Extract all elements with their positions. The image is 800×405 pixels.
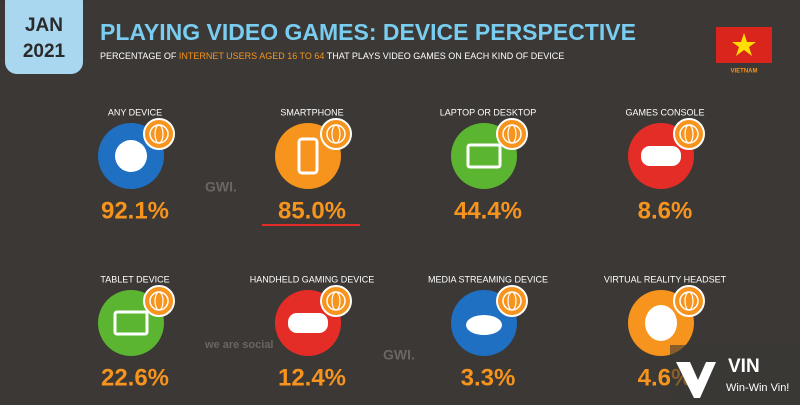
globe-meridian (684, 291, 694, 311)
watermark: GWI. (383, 347, 415, 363)
item-label: VIRTUAL REALITY HEADSET (604, 274, 727, 284)
item-label: TABLET DEVICE (100, 274, 169, 284)
icon-glyph (466, 315, 502, 335)
item-value: 8.6% (638, 197, 693, 224)
globe-meridian (507, 124, 517, 144)
item-label: MEDIA STREAMING DEVICE (428, 274, 548, 284)
item-label: HANDHELD GAMING DEVICE (250, 274, 375, 284)
icon-glyph (297, 137, 319, 175)
slogan: Win-Win Vin! (726, 382, 789, 394)
year: 2021 (23, 41, 66, 62)
globe-badge (496, 285, 528, 317)
month: JAN (25, 15, 63, 36)
icon-glyph (288, 313, 328, 333)
item-label: ANY DEVICE (108, 107, 162, 117)
globe-badge (320, 118, 352, 150)
flag-star (732, 33, 756, 56)
title: PLAYING VIDEO GAMES: DEVICE PERSPECTIVE (100, 19, 636, 45)
icon-glyph (113, 310, 149, 336)
subtitle: PERCENTAGE OF INTERNET USERS AGED 16 TO … (100, 51, 564, 61)
icon-glyph (645, 305, 677, 341)
globe-badge (320, 285, 352, 317)
watermark: GWI. (205, 179, 237, 195)
globe-meridian (154, 291, 164, 311)
globe-meridian (507, 291, 517, 311)
item-value: 22.6% (101, 364, 169, 391)
date-box (5, 0, 83, 74)
highlight-underline (262, 224, 360, 226)
subtitle-highlight: INTERNET USERS AGED 16 TO 64 (179, 51, 325, 61)
globe-badge (673, 118, 705, 150)
item-label: LAPTOP OR DESKTOP (440, 107, 537, 117)
item-value: 12.4% (278, 364, 346, 391)
watermark: we are social (204, 339, 274, 351)
subtitle-part: THAT PLAYS VIDEO GAMES ON EACH KIND OF D… (324, 51, 564, 61)
globe-badge (143, 118, 175, 150)
country: VIETNAM (731, 69, 758, 75)
globe-meridian (154, 124, 164, 144)
item-value: 44.4% (454, 197, 522, 224)
globe-meridian (331, 124, 341, 144)
item-value: 92.1% (101, 197, 169, 224)
icon-glyph (115, 140, 147, 172)
item-value: 3.3% (461, 364, 516, 391)
globe-meridian (684, 124, 694, 144)
logo-mark (676, 362, 716, 398)
globe-badge (143, 285, 175, 317)
globe-badge (673, 285, 705, 317)
item-label: SMARTPHONE (280, 107, 343, 117)
icon-glyph (466, 143, 502, 169)
item-label: GAMES CONSOLE (625, 107, 704, 117)
globe-badge (496, 118, 528, 150)
icon-glyph (641, 146, 681, 166)
item-value: 85.0% (278, 197, 346, 224)
brand: VIN (728, 356, 760, 377)
subtitle-part: PERCENTAGE OF (100, 51, 179, 61)
globe-meridian (331, 291, 341, 311)
